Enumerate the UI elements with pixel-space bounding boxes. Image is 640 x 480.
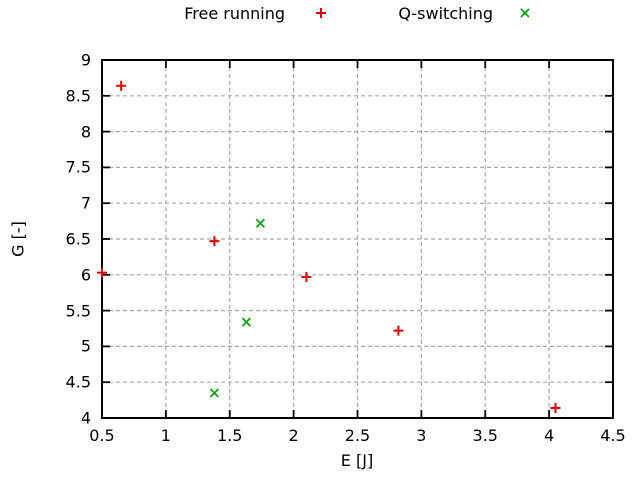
cross-marker-icon (520, 8, 530, 18)
data-point-marker (241, 317, 251, 327)
y-tick-label: 4 (80, 408, 91, 428)
data-point-marker (116, 80, 127, 91)
data-point-marker (393, 325, 404, 336)
data-point-marker (301, 271, 312, 282)
x-tick-label: 0.5 (89, 426, 115, 445)
data-point-marker (255, 218, 266, 228)
data-point-marker (550, 402, 561, 413)
x-tick-label: 2.5 (344, 426, 371, 445)
y-tick-label: 5 (80, 336, 91, 356)
y-tick-label: 4.5 (65, 372, 91, 392)
x-tick-label: 4 (544, 426, 555, 445)
y-tick-label: 8 (80, 122, 91, 142)
data-point-marker (209, 236, 220, 247)
data-point-marker (520, 8, 530, 18)
data-point-marker (209, 388, 220, 398)
y-tick-label: 8.5 (65, 86, 91, 106)
x-tick-label: 3 (416, 426, 427, 445)
y-tick-label: 6.5 (65, 229, 91, 249)
y-tick-label: 5.5 (65, 301, 91, 321)
x-tick-label: 3.5 (472, 426, 498, 445)
x-tick-label: 2 (288, 426, 299, 445)
x-tick-label: 1.5 (217, 426, 243, 445)
legend-label-free-running: Free running (184, 4, 285, 23)
y-tick-label: 7 (80, 193, 91, 213)
y-tick-label: 6 (80, 265, 91, 285)
x-tick-label: 4.5 (600, 426, 626, 445)
data-point-marker (316, 8, 326, 18)
y-tick-label: 7.5 (65, 157, 91, 177)
y-axis-title: G [-] (8, 221, 28, 257)
x-tick-label: 1 (160, 426, 171, 445)
y-tick-label: 9 (80, 50, 91, 70)
data-point-marker (97, 267, 107, 278)
x-axis-title: E [J] (340, 451, 374, 470)
plus-marker-icon (316, 8, 326, 18)
legend-label-q-switching: Q-switching (398, 4, 493, 23)
plot-border (101, 59, 614, 419)
